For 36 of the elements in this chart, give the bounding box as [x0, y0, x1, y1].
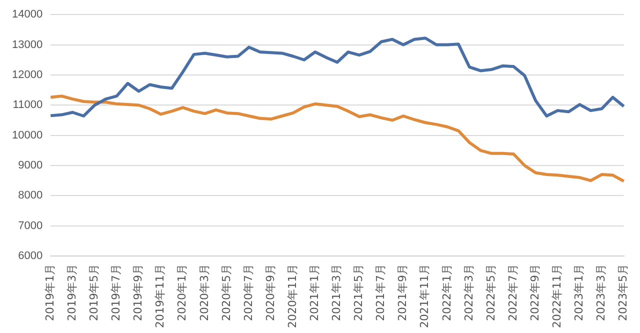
x-tick-label: 2020年5月: [220, 264, 233, 322]
y-tick-label: 10000: [12, 129, 43, 142]
x-tick-label: 2023年5月: [616, 264, 630, 322]
x-tick-label: 2019年1月: [43, 264, 56, 322]
x-tick-label: 2023年1月: [572, 264, 586, 322]
y-tick-label: 13000: [12, 38, 43, 51]
x-tick-label: 2022年11月: [550, 264, 564, 328]
y-tick-label: 6000: [18, 250, 43, 262]
y-tick-label: 9000: [18, 160, 43, 172]
x-tick-label: 2022年5月: [484, 264, 498, 322]
x-tick-label: 2020年7月: [242, 264, 255, 322]
x-tick-label: 2022年1月: [440, 264, 454, 322]
x-tick-label: 2020年3月: [198, 264, 211, 322]
x-tick-label: 2019年3月: [65, 264, 78, 322]
y-tick-label: 7000: [18, 220, 43, 232]
x-tick-label: 2021年5月: [352, 264, 366, 322]
y-tick-label: 8000: [18, 190, 43, 202]
x-tick-label: 2019年9月: [132, 264, 145, 322]
y-tick-label: 14000: [12, 8, 43, 21]
x-tick-label: 2020年1月: [176, 264, 189, 322]
x-tick-label: 2019年11月: [154, 264, 167, 328]
x-tick-label: 2020年11月: [286, 264, 299, 328]
x-tick-label: 2021年1月: [308, 264, 322, 322]
x-tick-label: 2021年7月: [374, 264, 388, 322]
y-tick-label: 11000: [12, 99, 43, 112]
y-tick-label: 12000: [12, 68, 43, 81]
x-tick-label: 2022年3月: [462, 264, 476, 322]
x-tick-label: 2021年9月: [396, 264, 410, 322]
x-tick-label: 2022年7月: [506, 264, 520, 322]
x-tick-label: 2021年3月: [330, 264, 344, 322]
x-tick-label: 2019年7月: [110, 264, 123, 322]
x-tick-label: 2022年9月: [528, 264, 542, 322]
x-tick-label: 2019年5月: [88, 264, 101, 322]
x-tick-label: 2023年3月: [594, 264, 608, 322]
x-tick-label: 2020年9月: [264, 264, 277, 322]
x-tick-label: 2021年11月: [418, 264, 432, 328]
